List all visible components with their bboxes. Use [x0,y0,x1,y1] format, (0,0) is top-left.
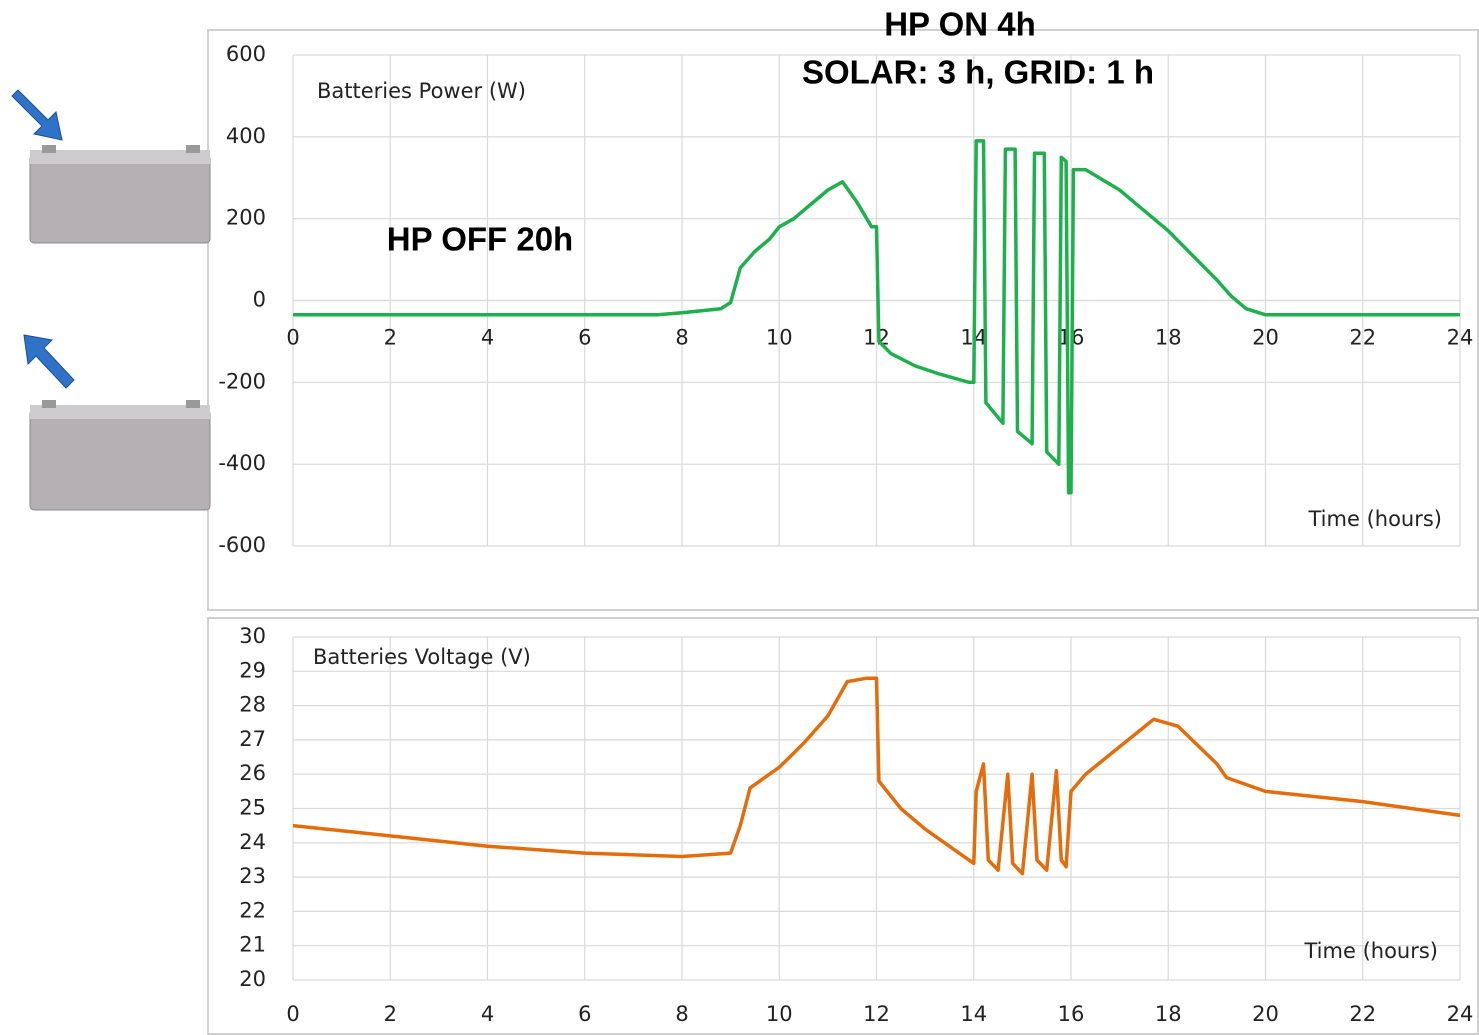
x-tick-label: 10 [766,326,793,350]
y-tick-label: 600 [226,42,266,66]
x-tick-label: 8 [675,326,688,350]
x-axis-label: Time (hours) [1308,507,1443,531]
chart-title: Batteries Power (W) [317,79,526,103]
y-tick-label: 24 [239,830,266,854]
x-tick-label: 24 [1447,1002,1474,1026]
x-tick-label: 12 [863,326,890,350]
x-tick-label: 0 [286,326,299,350]
x-tick-label: 18 [1155,1002,1182,1026]
x-tick-label: 18 [1155,326,1182,350]
y-tick-label: -200 [218,369,266,393]
x-tick-label: 22 [1349,326,1376,350]
x-tick-label: 12 [863,1002,890,1026]
x-axis-label: Time (hours) [1304,939,1439,963]
x-tick-label: 6 [578,1002,591,1026]
y-tick-label: 30 [239,624,266,648]
y-tick-label: 23 [239,864,266,888]
y-tick-label: 20 [239,967,266,991]
y-tick-label: 400 [226,124,266,148]
x-tick-label: 24 [1447,326,1474,350]
x-tick-label: 4 [481,1002,494,1026]
x-tick-label: 0 [286,1002,299,1026]
x-tick-label: 4 [481,326,494,350]
x-tick-label: 2 [384,1002,397,1026]
y-tick-label: 27 [239,727,266,751]
x-tick-label: 10 [766,1002,793,1026]
chart-title: Batteries Voltage (V) [313,645,531,669]
y-tick-label: 29 [239,658,266,682]
y-tick-label: 25 [239,796,266,820]
data-line [293,139,1460,495]
y-tick-label: 0 [253,288,266,312]
y-tick-label: 200 [226,206,266,230]
y-tick-label: 21 [239,933,266,957]
voltage-panel [207,617,1479,1035]
x-tick-label: 16 [1058,1002,1085,1026]
battery-discharging-icon [23,334,211,511]
x-tick-label: 14 [960,1002,987,1026]
y-tick-label: 22 [239,898,266,922]
x-tick-label: 20 [1252,326,1279,350]
annotation: SOLAR: 3 h, GRID: 1 h [802,54,1154,91]
y-tick-label: 26 [239,761,266,785]
y-tick-label: -400 [218,451,266,475]
x-tick-label: 20 [1252,1002,1279,1026]
x-tick-label: 2 [384,326,397,350]
battery-charging-icon [11,89,211,244]
x-tick-label: 22 [1349,1002,1376,1026]
data-line [292,676,1461,876]
y-tick-label: -600 [218,533,266,557]
annotation: HP ON 4h [884,6,1036,43]
x-tick-label: 8 [675,1002,688,1026]
power-panel [207,29,1479,611]
annotation: HP OFF 20h [387,221,573,258]
y-tick-label: 28 [239,693,266,717]
x-tick-label: 6 [578,326,591,350]
